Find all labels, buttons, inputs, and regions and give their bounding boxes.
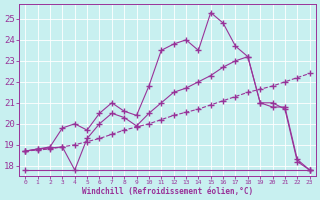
X-axis label: Windchill (Refroidissement éolien,°C): Windchill (Refroidissement éolien,°C) — [82, 187, 253, 196]
